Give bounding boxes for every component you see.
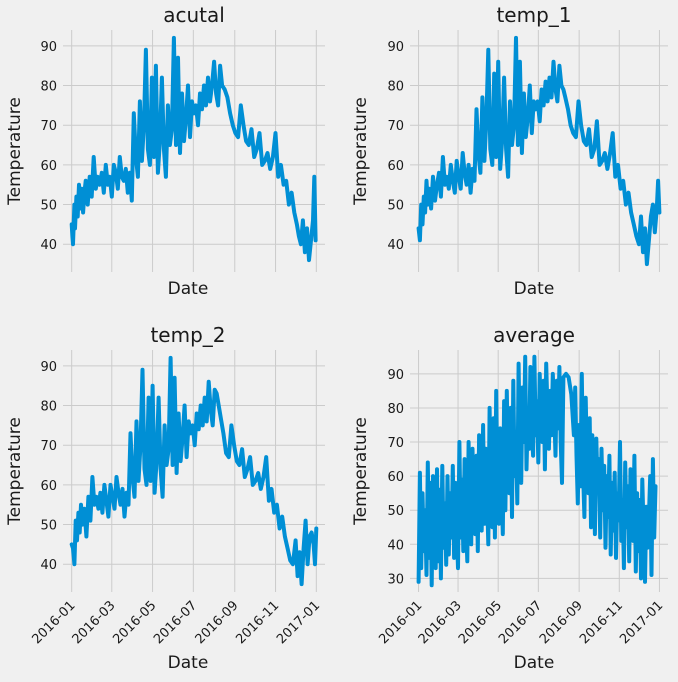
y-axis-label: Temperature [351, 417, 371, 526]
y-tick-label: 30 [387, 572, 404, 587]
y-tick-label: 40 [387, 238, 404, 253]
subplot-title: acutal [163, 3, 225, 27]
series-line [69, 355, 319, 587]
y-tick-label: 90 [387, 368, 404, 383]
y-tick-label: 50 [387, 199, 404, 214]
y-tick-label: 50 [40, 519, 57, 534]
y-tick-label: 80 [40, 80, 57, 95]
y-tick-label: 40 [40, 238, 57, 253]
y-tick-label: 50 [40, 199, 57, 214]
x-axis-label: Date [514, 279, 555, 299]
y-tick-label: 60 [40, 479, 57, 494]
y-tick-label: 70 [387, 119, 404, 134]
y-tick-label: 90 [387, 40, 404, 55]
y-tick-label: 90 [40, 360, 57, 375]
series-line [69, 35, 318, 263]
y-tick-labels: 40 50 60 70 80 90 [40, 40, 57, 253]
subplot-temp-1: 40 50 60 70 80 90 temp_1 Temperature Date [351, 3, 668, 299]
subplot-title: temp_2 [150, 323, 225, 347]
y-tick-label: 60 [40, 159, 57, 174]
y-tick-label: 70 [40, 439, 57, 454]
subplot-acutal: 40 50 60 70 80 90 acutal Temperature Date [5, 3, 325, 299]
subplot-title: temp_1 [496, 3, 571, 27]
y-tick-label: 80 [387, 402, 404, 417]
y-tick-labels: 30 40 50 60 70 80 90 [387, 368, 404, 588]
series-line [416, 354, 658, 588]
y-axis-label: Temperature [5, 417, 25, 526]
y-tick-labels: 40 50 60 70 80 90 [40, 360, 57, 573]
y-tick-label: 80 [387, 80, 404, 95]
subplot-title: average [493, 323, 575, 347]
x-axis-label: Date [168, 653, 209, 673]
y-axis-label: Temperature [5, 97, 25, 206]
y-tick-label: 60 [387, 159, 404, 174]
y-tick-label: 70 [387, 436, 404, 451]
y-tick-label: 80 [40, 400, 57, 415]
y-tick-label: 50 [387, 504, 404, 519]
y-axis-label: Temperature [351, 97, 371, 206]
series-line [416, 35, 662, 267]
y-tick-label: 40 [40, 558, 57, 573]
x-axis-label: Date [168, 279, 209, 299]
y-tick-labels: 40 50 60 70 80 90 [387, 40, 404, 253]
y-tick-label: 40 [387, 538, 404, 553]
x-axis-label: Date [514, 653, 555, 673]
y-tick-label: 70 [40, 119, 57, 134]
y-tick-label: 90 [40, 40, 57, 55]
y-tick-label: 60 [387, 470, 404, 485]
